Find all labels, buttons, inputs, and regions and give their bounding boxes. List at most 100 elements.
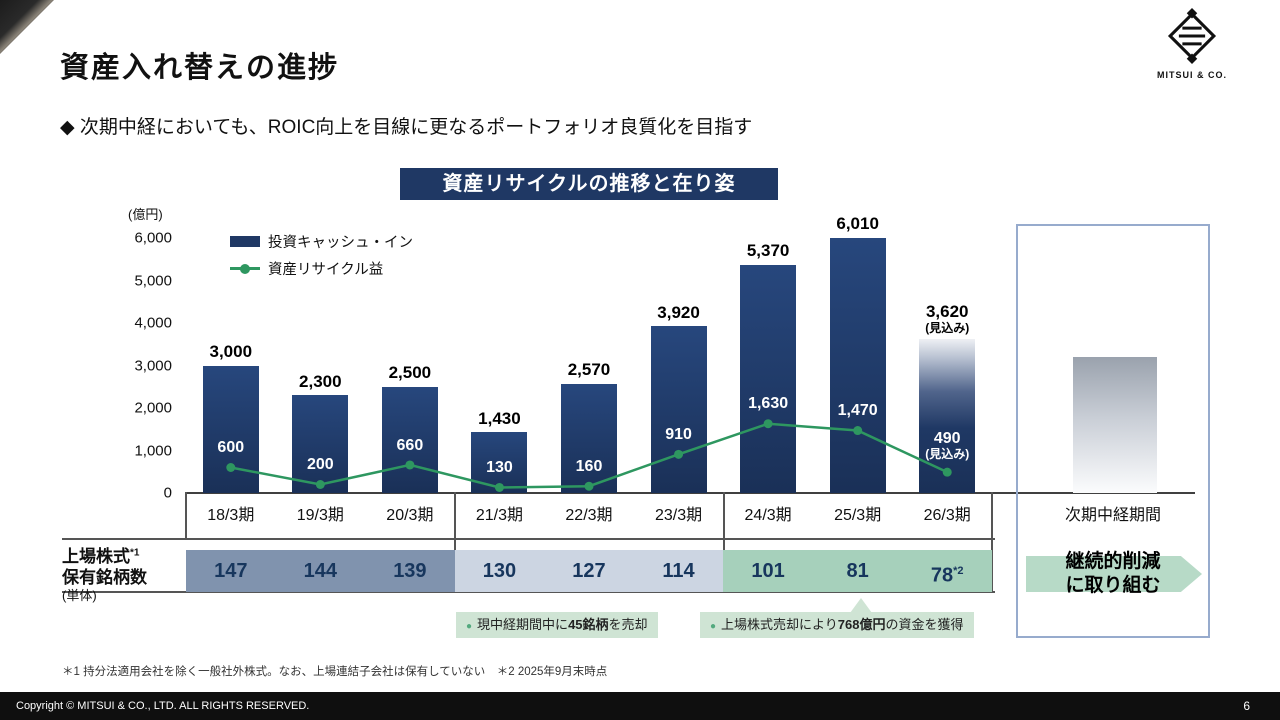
subtitle: ◆ 次期中経においても、ROIC向上を目線に更なるポートフォリオ良質化を目指す bbox=[60, 117, 753, 138]
y-axis-tick: 3,000 bbox=[134, 357, 172, 374]
x-axis-label: 26/3期 bbox=[923, 507, 971, 524]
callout1-bold: 45銘柄 bbox=[568, 617, 609, 632]
bar-value-label: 1,430 bbox=[478, 408, 521, 428]
chart-plot-area: 3,000 600 2,300 200 2,500 660 1,430 130 2,570 160… bbox=[186, 214, 992, 493]
axis-left-separator bbox=[185, 492, 187, 539]
y-axis-tick: 0 bbox=[163, 484, 172, 502]
line-value-label: 660 bbox=[396, 436, 424, 454]
continuous-reduction-text: 継続的削減 に取り組む bbox=[1016, 550, 1210, 599]
table-cell: 144 bbox=[275, 550, 366, 592]
table-row-label: 上場株式*1 保有銘柄数 (単体) bbox=[62, 547, 184, 604]
x-axis-label: 24/3期 bbox=[744, 507, 792, 524]
line-value-label: 1,630 bbox=[748, 395, 789, 413]
bar-value-label: 6,010 bbox=[836, 213, 879, 233]
x-axis-label: 23/3期 bbox=[654, 507, 703, 524]
y-axis-tick: 5,000 bbox=[134, 272, 172, 289]
table-cell: 101 bbox=[723, 550, 813, 592]
bar-swatch-icon bbox=[230, 236, 260, 247]
bar-value-label: 5,370 bbox=[746, 241, 790, 261]
x-axis-label: 19/3期 bbox=[296, 507, 344, 524]
green-dot-icon: ● bbox=[466, 621, 473, 632]
row-label-line2: 保有銘柄数 bbox=[62, 567, 147, 587]
x-axis-labels: 18/3期 19/3期 20/3期 21/3期 22/3期 23/3期 24/3期 25/3期… bbox=[186, 501, 992, 525]
page-number: 6 bbox=[1243, 699, 1250, 713]
line-value-label: 200 bbox=[306, 456, 334, 474]
next-midterm-box bbox=[1016, 224, 1210, 638]
period-separator-2 bbox=[723, 492, 725, 592]
line-value-label: 490 (見込み) bbox=[925, 430, 970, 462]
continuous-reduction-arrow-icon bbox=[1026, 556, 1202, 592]
table-cell: 147 bbox=[186, 550, 276, 592]
period-separator-3 bbox=[991, 492, 993, 592]
table-top-line bbox=[62, 538, 995, 540]
bar-value-label: 3,920 bbox=[657, 302, 700, 322]
y-axis-tick: 2,000 bbox=[134, 399, 172, 417]
callout-sold-stocks: ● 現中経期間中に45銘柄を売却 bbox=[456, 612, 658, 638]
chart-bar bbox=[292, 395, 349, 493]
row-label-line3: (単体) bbox=[62, 588, 97, 604]
page-title: 資産入れ替えの進捗 bbox=[60, 52, 340, 84]
callout-funds-obtained: ● 上場株式売却により768億円の資金を獲得 bbox=[700, 612, 974, 638]
period-separator-1 bbox=[454, 492, 456, 592]
callout2-suffix: の資金を獲得 bbox=[885, 617, 964, 632]
table-cell: 127 bbox=[544, 550, 634, 592]
callout2-bold: 768億円 bbox=[837, 617, 886, 632]
mitsui-igeta-icon bbox=[1167, 8, 1217, 64]
table-cell: 78*2 bbox=[902, 550, 992, 592]
line-value-label: 1,470 bbox=[837, 402, 878, 420]
legend-bar-row: 投資キャッシュ・イン bbox=[230, 228, 413, 255]
chart-bar bbox=[561, 383, 617, 493]
x-axis-label: 18/3期 bbox=[207, 507, 255, 524]
chart-title: 資産リサイクルの推移と在り姿 bbox=[400, 168, 778, 200]
chart-bar bbox=[202, 365, 259, 493]
y-axis-tick: 4,000 bbox=[134, 314, 172, 332]
reduction-text-line2: に取り組む bbox=[1065, 575, 1161, 597]
logo-text: MITSUI & CO. bbox=[1157, 70, 1227, 80]
callout1-suffix: を売却 bbox=[608, 617, 648, 632]
bar-value-label: 2,300 bbox=[299, 371, 342, 391]
corner-decoration bbox=[0, 0, 54, 54]
chart-bar bbox=[650, 326, 707, 493]
line-value-label: 160 bbox=[575, 457, 603, 475]
footer-bar: Copyright © MITSUI & CO., LTD. ALL RIGHT… bbox=[0, 692, 1280, 720]
footnote: ＊1 持分法適用会社を除く一般社外株式。なお、上場連結子会社は保有していない ＊… bbox=[62, 666, 608, 678]
row-label-sup: *1 bbox=[130, 547, 140, 559]
callout1-prefix: 現中経期間中に bbox=[477, 617, 569, 632]
legend-line-row: 資産リサイクル益 bbox=[230, 255, 413, 282]
axis-unit-label: (億円) bbox=[128, 207, 163, 222]
x-axis-label: 22/3期 bbox=[565, 507, 613, 524]
row-label-main: 上場株式 bbox=[62, 547, 130, 566]
chart-bar bbox=[919, 339, 976, 493]
table-cell: 81 bbox=[812, 550, 903, 592]
callout2-prefix: 上場株式売却により bbox=[721, 617, 838, 632]
bar-value-label: 2,570 bbox=[567, 360, 611, 380]
chart-bar bbox=[740, 264, 797, 493]
x-axis-label: 21/3期 bbox=[475, 507, 523, 524]
bar-legend-label: 投資キャッシュ・イン bbox=[268, 235, 413, 251]
callout-pointer-icon bbox=[850, 598, 872, 613]
reduction-text-line1: 継続的削減 bbox=[1065, 551, 1161, 572]
chart-bar bbox=[829, 237, 886, 493]
chart-legend: 投資キャッシュ・イン 資産リサイクル益 bbox=[230, 228, 413, 282]
table-cell: 139 bbox=[365, 550, 455, 592]
line-value-label: 910 bbox=[665, 425, 692, 443]
table-cell: 130 bbox=[454, 550, 545, 592]
line-legend-label: 資産リサイクル益 bbox=[268, 262, 384, 278]
bar-value-label: 3,000 bbox=[209, 341, 253, 361]
line-swatch-icon bbox=[230, 263, 260, 274]
y-axis-tick: 1,000 bbox=[134, 442, 172, 459]
future-period-label: 次期中経期間 bbox=[1064, 507, 1161, 524]
holdings-table-row: 147 144 139 130 127 114 101 81 78*2 bbox=[186, 550, 992, 592]
x-axis-line bbox=[185, 492, 1195, 494]
bar-value-label: 2,500 bbox=[388, 363, 432, 383]
green-dot-icon: ● bbox=[710, 621, 717, 632]
x-axis-label: 20/3期 bbox=[386, 507, 434, 524]
future-gradient-bar bbox=[1073, 357, 1157, 493]
table-cell: 114 bbox=[633, 550, 724, 592]
bar-value-label: 3,620 (見込み) bbox=[925, 302, 970, 335]
y-axis: 0 1,000 2,000 3,000 4,000 5,000 6,000 bbox=[100, 230, 178, 502]
line-value-label: 130 bbox=[486, 459, 513, 477]
line-value-label: 600 bbox=[217, 439, 245, 457]
company-logo: MITSUI & CO. bbox=[1150, 8, 1234, 80]
